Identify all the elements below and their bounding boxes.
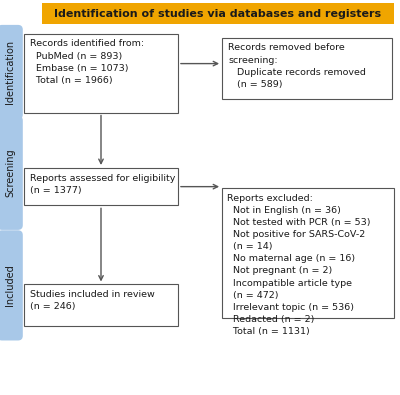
FancyBboxPatch shape <box>24 168 178 205</box>
Text: Studies included in review
(n = 246): Studies included in review (n = 246) <box>30 290 155 312</box>
FancyBboxPatch shape <box>222 188 394 318</box>
FancyBboxPatch shape <box>42 3 394 24</box>
Text: Included: Included <box>5 265 15 306</box>
FancyBboxPatch shape <box>0 230 23 340</box>
FancyBboxPatch shape <box>24 34 178 113</box>
Text: Reports excluded:
  Not in English (n = 36)
  Not tested with PCR (n = 53)
  Not: Reports excluded: Not in English (n = 36… <box>227 194 371 336</box>
Text: Records removed before
screening:
   Duplicate records removed
   (n = 589): Records removed before screening: Duplic… <box>228 43 366 89</box>
Text: Reports assessed for eligibility
(n = 1377): Reports assessed for eligibility (n = 13… <box>30 174 175 195</box>
Text: Identification of studies via databases and registers: Identification of studies via databases … <box>54 9 382 19</box>
FancyBboxPatch shape <box>222 38 392 99</box>
FancyBboxPatch shape <box>0 116 23 230</box>
Text: Identification: Identification <box>5 40 15 104</box>
FancyBboxPatch shape <box>0 25 23 119</box>
FancyBboxPatch shape <box>24 284 178 326</box>
Text: Screening: Screening <box>5 149 15 197</box>
Text: Records identified from:
  PubMed (n = 893)
  Embase (n = 1073)
  Total (n = 196: Records identified from: PubMed (n = 893… <box>30 40 144 85</box>
